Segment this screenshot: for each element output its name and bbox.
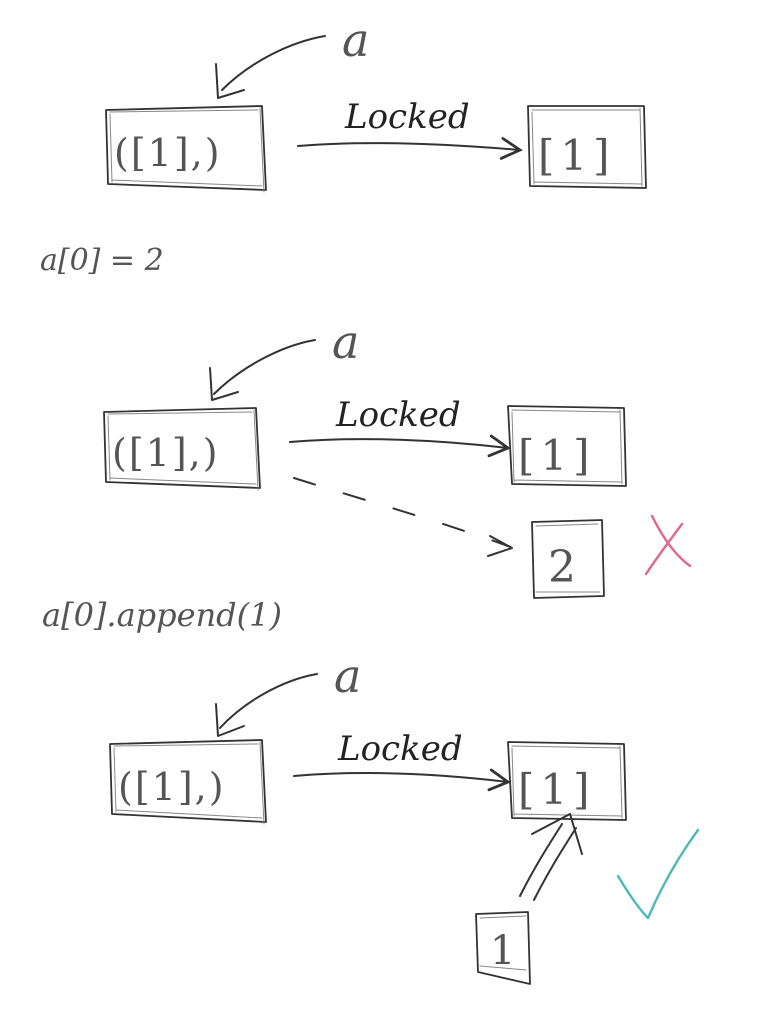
locked-edge-label: Locked — [337, 729, 463, 769]
locked-arrow — [289, 434, 511, 458]
list-box: [1] — [507, 741, 627, 821]
tuple-label: ([1],) — [114, 131, 222, 175]
variable-name-label: a — [332, 315, 359, 369]
locked-edge-label: Locked — [344, 97, 470, 137]
reassign-arrow-dashed — [293, 477, 509, 547]
name-pointer-arrowhead — [215, 63, 245, 99]
check-icon — [616, 828, 700, 920]
new-value-box: 2 — [531, 519, 605, 599]
reassign-arrowhead — [487, 535, 513, 557]
list-box: [1] — [507, 405, 627, 487]
panel-3: a ([1],) Locked [1] 1 — [109, 649, 700, 985]
append-arrowhead — [531, 813, 583, 855]
locked-arrow — [297, 137, 523, 160]
tuple-label: ([1],) — [118, 765, 226, 809]
name-pointer-arrowhead — [209, 367, 239, 401]
locked-edge-label: Locked — [335, 395, 461, 435]
variable-name-label: a — [334, 649, 361, 703]
tuple-box: ([1],) — [105, 105, 267, 193]
name-pointer-arrow — [213, 339, 316, 395]
list-box: [1] — [527, 105, 647, 189]
tuple-label: ([1],) — [112, 431, 220, 475]
variable-name-label: a — [342, 13, 369, 67]
name-pointer-arrow — [219, 673, 318, 729]
appended-value-label: 1 — [490, 928, 515, 974]
append-arrow-line-right — [533, 827, 577, 901]
new-value-label: 2 — [548, 542, 576, 593]
append-arrow-line-left — [519, 823, 563, 897]
tuple-box: ([1],) — [109, 739, 267, 825]
list-label: [1] — [518, 765, 596, 814]
name-pointer-arrow — [221, 35, 326, 91]
list-label: [1] — [538, 131, 616, 180]
statement-assign: a[0] = 2 — [40, 243, 164, 278]
cross-icon — [644, 514, 692, 576]
locked-arrow — [293, 768, 511, 792]
list-label: [1] — [518, 431, 596, 480]
appended-value-box: 1 — [475, 911, 531, 985]
statement-append: a[0].append(1) — [42, 596, 282, 634]
name-pointer-arrowhead — [215, 703, 245, 737]
tuple-box: ([1],) — [103, 407, 261, 491]
panel-2: a ([1],) Locked [1] 2 — [103, 315, 692, 599]
panel-1: a ([1],) Locked [1] — [105, 13, 647, 193]
